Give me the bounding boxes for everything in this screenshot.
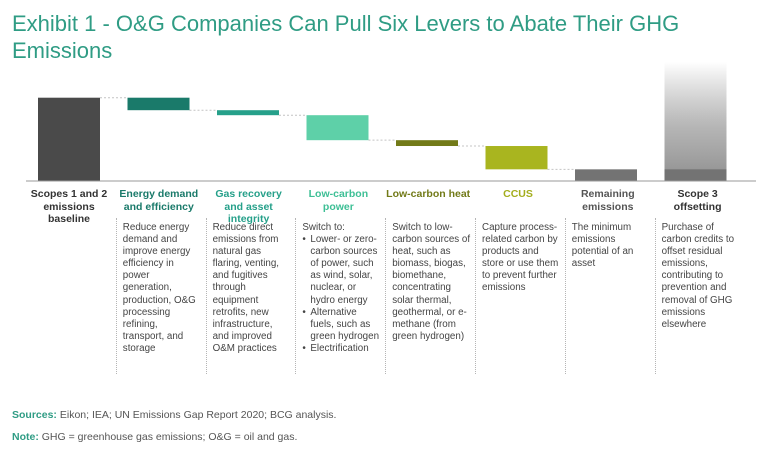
chart-title: Exhibit 1 - O&G Companies Can Pull Six L… [12, 11, 680, 63]
column-description: Reduce direct emissions from natural gas… [213, 222, 291, 355]
column-description: Switch to:Lower- or zero-carbon sources … [302, 222, 380, 355]
column-separator [475, 218, 476, 374]
column-header: Scope 3 offsetting [673, 188, 722, 213]
description-list: Lower- or zero-carbon sources of power, … [302, 234, 380, 355]
bar-remaining-emissions [575, 169, 637, 181]
bar-low-carbon-power [306, 115, 369, 141]
column-separator [564, 218, 566, 374]
column-separator [385, 218, 387, 374]
column-separator [205, 218, 207, 374]
column-header: Scopes 1 and 2 emissions baseline [30, 188, 108, 225]
bar-energy-demand-and-efficiency [127, 97, 190, 111]
sources-text: Eikon; IEA; UN Emissions Gap Report 2020… [59, 409, 337, 421]
description-text: Switch to low-carbon sources of heat, su… [392, 222, 471, 342]
description-text: Reduce direct emissions from natural gas… [212, 222, 280, 354]
column-header: Energy demand and efficiency [119, 188, 199, 213]
description-text: Capture process-related carbon by produc… [482, 222, 559, 294]
note-text: GHG = greenhouse gas emissions; O&G = oi… [41, 431, 298, 443]
description-text: Reduce energy demand and improve energy … [122, 222, 196, 354]
column-description: Purchase of carbon credits to offset res… [662, 222, 740, 331]
note-label: Note: [12, 431, 39, 443]
footnote: Note: GHG = greenhouse gas emissions; O&… [12, 431, 297, 444]
column-description: Reduce energy demand and improve energy … [123, 222, 201, 355]
description-list-item: Electrification [302, 343, 380, 355]
bar-scope-3-remaining-portion [664, 169, 727, 181]
description-list-item: Alternative fuels, such as green hydroge… [302, 307, 380, 343]
description-list-item: Lower- or zero-carbon sources of power, … [302, 234, 380, 307]
column-header: Remaining emissions [580, 188, 635, 213]
column-description: Capture process-related carbon by produc… [482, 222, 560, 295]
sources-label: Sources: [12, 409, 57, 421]
column-description: Switch to low-carbon sources of heat, su… [392, 222, 470, 343]
description-text: The minimum emissions potential of an as… [571, 222, 634, 270]
column-separator [115, 218, 117, 374]
bar-low-carbon-heat [396, 140, 458, 147]
bar-scope-3-offsetting [664, 61, 727, 182]
column-header: CCUS [503, 188, 533, 200]
description-text: Purchase of carbon credits to offset res… [661, 222, 735, 330]
bar-ccus [485, 146, 548, 170]
bar-scopes-1-and-2-emissions-baseline [38, 97, 100, 181]
column-header: Low-carbon power [308, 188, 369, 213]
column-separator [295, 218, 297, 374]
column-header: Gas recovery and asset integrity [215, 188, 282, 225]
description-text: Switch to: [302, 222, 345, 233]
column-header: Low-carbon heat [386, 188, 471, 200]
bar-gas-recovery-and-asset-integrity [217, 110, 279, 116]
column-separator [654, 218, 656, 374]
column-description: The minimum emissions potential of an as… [572, 222, 650, 270]
sources-note: Sources: Eikon; IEA; UN Emissions Gap Re… [12, 409, 336, 422]
